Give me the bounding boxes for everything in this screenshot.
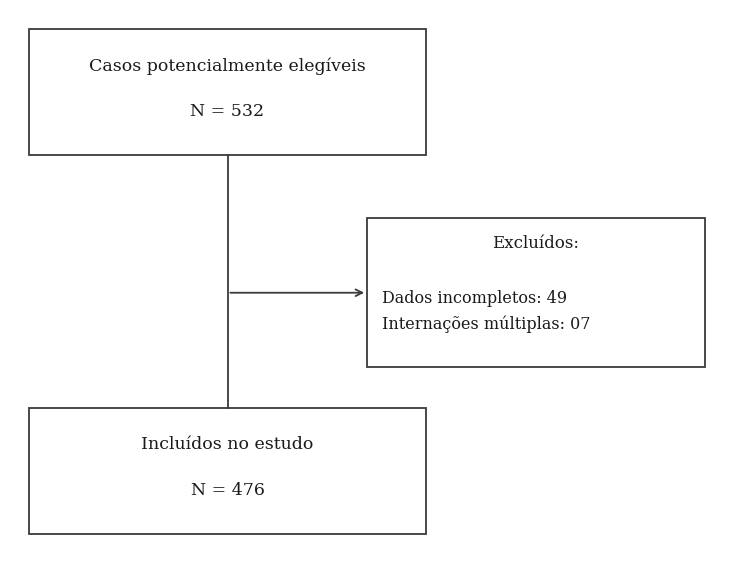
Text: N = 476: N = 476: [191, 482, 264, 499]
Text: Internações múltiplas: 07: Internações múltiplas: 07: [382, 316, 590, 333]
Text: Excluídos:: Excluídos:: [493, 235, 579, 253]
Bar: [29, 29, 426, 155]
Text: Incluídos no estudo: Incluídos no estudo: [142, 436, 313, 453]
Bar: [29, 408, 426, 534]
Text: N = 532: N = 532: [191, 103, 264, 121]
Bar: [367, 218, 705, 367]
Text: Dados incompletos: 49: Dados incompletos: 49: [382, 290, 567, 307]
Text: Casos potencialmente elegíveis: Casos potencialmente elegíveis: [89, 57, 366, 75]
